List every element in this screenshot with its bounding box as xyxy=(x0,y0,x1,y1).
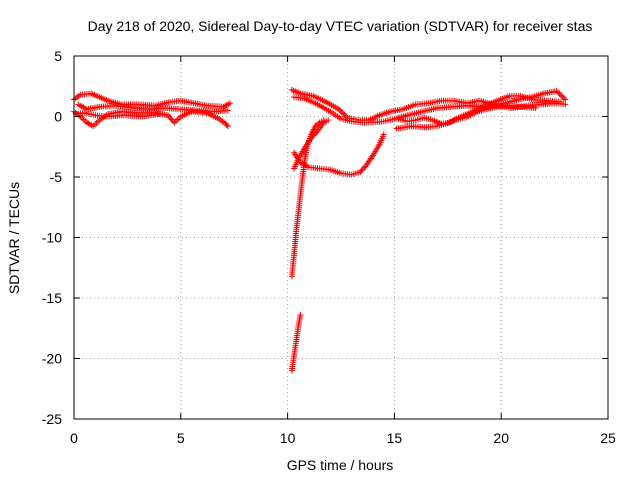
data-point xyxy=(335,106,342,113)
x-axis-tick-labels: 0 5 10 15 20 25 xyxy=(70,430,616,446)
data-point xyxy=(555,89,562,96)
x-tick-label: 15 xyxy=(387,430,403,446)
data-point xyxy=(558,92,565,99)
axis-ticks xyxy=(73,55,609,420)
y-tick-label: 0 xyxy=(54,109,62,125)
y-tick-label: -25 xyxy=(42,411,62,427)
data-point xyxy=(156,111,163,118)
data-point xyxy=(559,93,566,100)
x-axis-label: GPS time / hours xyxy=(287,457,394,473)
data-point xyxy=(358,167,365,174)
data-point xyxy=(359,166,366,173)
data-point xyxy=(562,101,569,108)
y-tick-label: -10 xyxy=(42,230,62,246)
data-point xyxy=(342,113,349,120)
x-tick-label: 0 xyxy=(70,430,78,446)
data-point xyxy=(226,100,233,107)
data-points xyxy=(71,86,569,374)
data-point xyxy=(164,112,171,119)
y-axis-label: SDTVAR / TECUs xyxy=(6,182,22,294)
y-tick-label: 5 xyxy=(54,48,62,64)
data-point xyxy=(380,131,387,138)
data-point xyxy=(558,98,565,105)
x-tick-label: 10 xyxy=(280,430,296,446)
x-tick-label: 5 xyxy=(177,430,185,446)
y-tick-label: -5 xyxy=(50,169,63,185)
data-point xyxy=(297,311,304,318)
data-point xyxy=(223,121,230,128)
data-point xyxy=(361,164,368,171)
data-point xyxy=(340,110,347,117)
data-point xyxy=(167,115,174,122)
data-point xyxy=(553,88,560,95)
chart-title: Day 218 of 2020, Sidereal Day-to-day VTE… xyxy=(88,18,593,34)
data-point xyxy=(532,105,539,112)
data-point xyxy=(341,111,348,118)
data-point xyxy=(556,90,563,97)
y-tick-label: -20 xyxy=(42,351,62,367)
data-point xyxy=(168,116,175,123)
y-tick-label: -15 xyxy=(42,290,62,306)
x-tick-label: 20 xyxy=(493,430,509,446)
data-point xyxy=(337,107,344,114)
y-axis-tick-labels: 5 0 -5 -10 -15 -20 -25 xyxy=(42,48,62,427)
data-point xyxy=(357,169,364,176)
data-point xyxy=(166,113,173,120)
data-point xyxy=(224,123,231,130)
data-point xyxy=(320,117,327,124)
data-point xyxy=(362,163,369,170)
data-point xyxy=(560,95,567,102)
x-tick-label: 25 xyxy=(600,430,616,446)
data-point xyxy=(338,109,345,116)
data-point xyxy=(315,120,322,127)
data-point xyxy=(224,107,231,114)
